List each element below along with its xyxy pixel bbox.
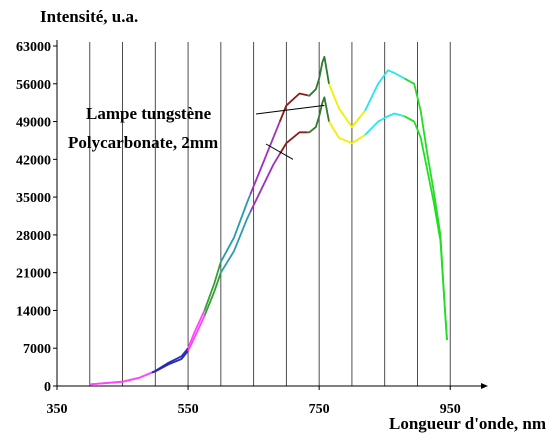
- series-segment: [403, 115, 448, 341]
- series-segment: [307, 96, 330, 134]
- series-segment: [403, 77, 448, 341]
- annotation-label: Lampe tungstène: [86, 104, 212, 123]
- series-polycarbonate: [89, 96, 448, 386]
- x-axis-title: Longueur d'onde, nm: [389, 414, 546, 433]
- x-ticks: 350 550 750 950: [47, 386, 461, 417]
- series-segment: [203, 261, 222, 311]
- series-segment: [151, 347, 189, 374]
- annotation-label: Polycarbonate, 2mm: [68, 133, 218, 152]
- x-tick-label: 550: [178, 402, 199, 417]
- y-ticks: 0 7000 14000 21000 28000 35000 42000 49000 56000…: [16, 40, 57, 395]
- grid: [89, 42, 451, 386]
- series-segment: [249, 153, 281, 213]
- y-tick-label: 0: [44, 380, 51, 395]
- y-tick-label: 35000: [16, 191, 51, 206]
- series-segment: [278, 92, 308, 122]
- series-segment: [187, 310, 206, 349]
- series-segment: [328, 83, 366, 128]
- axes: [56, 40, 488, 389]
- series-segment: [203, 272, 222, 317]
- series-segment: [307, 55, 330, 97]
- series-segment: [279, 131, 308, 155]
- series-segment: [328, 121, 366, 144]
- series-segment: [249, 121, 281, 195]
- series-lines: [89, 55, 448, 386]
- y-axis-title: Intensité, u.a.: [40, 7, 138, 26]
- y-tick-label: 14000: [16, 304, 51, 319]
- x-tick-label: 350: [47, 402, 68, 417]
- series-segment: [220, 194, 252, 263]
- x-tick-label: 950: [440, 402, 461, 417]
- annotation-leader: [255, 104, 325, 115]
- annotation-leader: [265, 143, 294, 160]
- y-tick-label: 56000: [16, 78, 51, 93]
- series-segment: [220, 211, 252, 274]
- x-tick-label: 750: [309, 402, 330, 417]
- series-segment: [151, 350, 189, 374]
- y-tick-label: 21000: [16, 267, 51, 282]
- y-tick-label: 28000: [16, 229, 51, 244]
- y-tick-label: 42000: [16, 153, 51, 168]
- series-segment: [89, 371, 153, 386]
- y-tick-label: 63000: [16, 40, 51, 55]
- annotations: Lampe tungstène Polycarbonate, 2mm: [68, 104, 325, 160]
- x-axis-arrow: [481, 383, 488, 389]
- series-segment: [364, 69, 405, 112]
- series-segment: [364, 112, 405, 136]
- y-tick-label: 49000: [16, 116, 51, 131]
- y-tick-label: 7000: [23, 342, 51, 357]
- series-segment: [187, 315, 206, 352]
